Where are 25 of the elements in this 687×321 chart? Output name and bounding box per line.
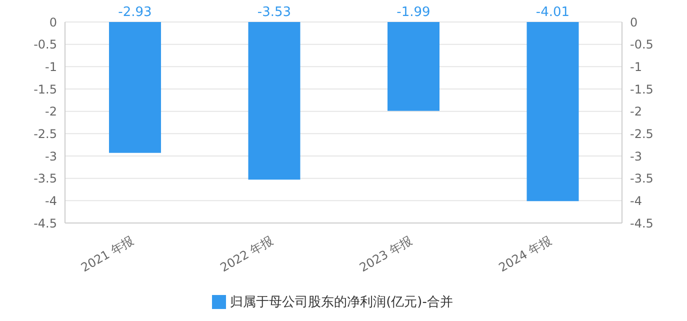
data-label: -4.01: [536, 5, 570, 20]
y-tick-label: 0: [49, 15, 57, 30]
y2-tick-label: -2.5: [630, 126, 654, 141]
data-label: -3.53: [257, 5, 292, 20]
y2-tick-label: -3.5: [630, 172, 654, 186]
y-tick-label: -2: [45, 104, 57, 119]
y-tick-label: -1: [45, 60, 57, 74]
y-tick-label: -3: [45, 149, 57, 164]
y2-tick-label: -1: [630, 60, 642, 74]
legend-label: 归属于母公司股东的净利润(亿元)-合并: [230, 295, 453, 310]
y2-tick-label: -3: [630, 149, 642, 164]
y-tick-label: -0.5: [34, 38, 57, 52]
y2-tick-label: -1.5: [630, 82, 654, 96]
y-tick-label: -3.5: [34, 172, 57, 186]
y-tick-label: -2.5: [34, 126, 57, 141]
y2-tick-label: -4: [630, 194, 642, 208]
data-label: -1.99: [396, 5, 430, 20]
y2-tick-label: -4.5: [630, 216, 654, 230]
y-tick-label: -1.5: [34, 82, 57, 96]
data-label: -2.93: [118, 5, 152, 20]
y-tick-label: -4: [45, 194, 57, 208]
y2-tick-label: -2: [630, 104, 642, 119]
y-tick-label: -4.5: [34, 216, 57, 230]
y2-tick-label: 0: [630, 15, 638, 30]
y2-tick-label: -0.5: [630, 38, 654, 52]
